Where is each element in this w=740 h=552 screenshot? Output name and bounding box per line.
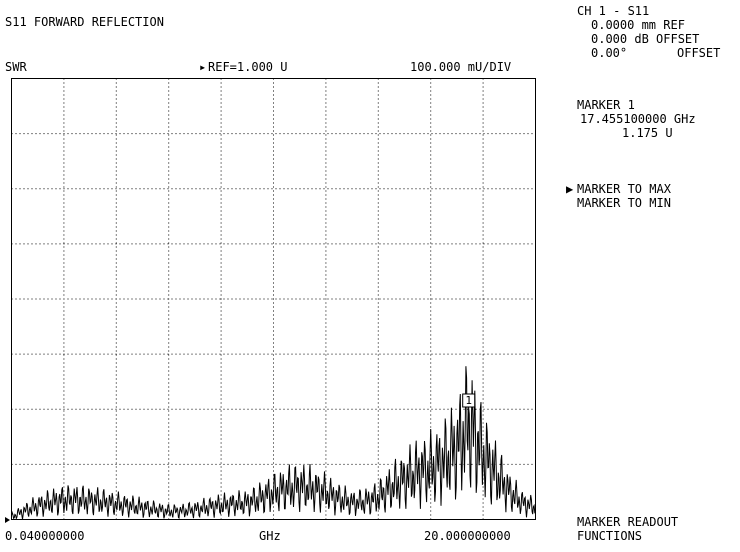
scale-per-division: 100.000 mU/DIV [410, 60, 512, 74]
channel-label: CH 1 - S11 [577, 4, 650, 18]
plot-frame [11, 78, 536, 520]
marker-1-tag: 1 [465, 394, 472, 407]
menu-item-marker-to-max[interactable]: MARKER TO MAX [577, 182, 671, 196]
reference-level-arrow-icon [5, 517, 10, 523]
menu-item-marker-to-min[interactable]: MARKER TO MIN [577, 196, 671, 210]
marker-1-flag: 1 [462, 393, 476, 408]
display-title: S11 FORWARD REFLECTION [5, 15, 164, 29]
menu-footer-line2: FUNCTIONS [577, 529, 643, 543]
phase-offset-value: 0.00° [591, 46, 628, 60]
trace-line [11, 366, 536, 520]
menu-footer-line1: MARKER READOUT [577, 515, 679, 529]
db-offset: 0.000 dB OFFSET [591, 32, 700, 46]
marker-title: MARKER 1 [577, 98, 635, 112]
marker-frequency: 17.455100000 GHz [580, 112, 696, 126]
plot-grid [11, 78, 536, 520]
start-frequency: 0.040000000 [5, 529, 85, 543]
reference-plane: 0.0000 mm REF [591, 18, 685, 32]
marker-value: 1.175 U [622, 126, 673, 140]
format-label: SWR [5, 60, 27, 74]
frequency-unit: GHz [259, 529, 281, 543]
menu-selection-arrow-icon: ▶ [566, 182, 574, 196]
stop-frequency: 20.000000000 [424, 529, 511, 543]
reference-arrow-icon: ▸ [199, 60, 207, 74]
reference-value: REF=1.000 U [208, 60, 288, 74]
phase-offset-label: OFFSET [677, 46, 721, 60]
marker-1-box [462, 393, 476, 408]
